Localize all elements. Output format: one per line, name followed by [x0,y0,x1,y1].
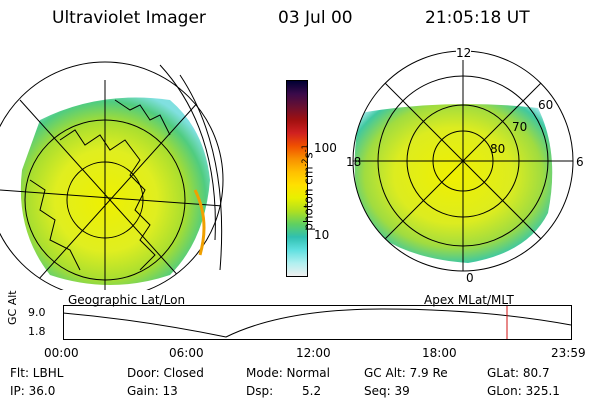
mlt-label-6: 6 [576,155,584,169]
xtick-1800: 18:00 [422,346,457,360]
info-seq: Seq: 39 [364,384,410,398]
info-ip: IP: 36.0 [10,384,56,398]
mlt-label-12: 12 [456,46,472,60]
coastline [59,129,156,271]
mlat-label-80: 80 [490,142,506,156]
geographic-map [0,61,224,290]
info-glat: GLat: 80.7 [487,366,550,380]
coastline [114,99,171,136]
mlt-label-18: 18 [346,155,362,169]
info-dsp-value: 5.2 [302,384,322,398]
info-door: Door: Closed [127,366,204,380]
xtick-1200: 12:00 [296,346,331,360]
colorbar [286,80,308,277]
info-dsp-label: Dsp: [246,384,274,398]
magnetic-map [352,50,574,272]
altitude-ylabel: GC Alt [6,290,19,325]
altitude-plot [63,305,572,340]
mlt-label-0: 0 [466,271,474,285]
coastline [29,179,81,271]
info-mode: Mode: Normal [246,366,330,380]
colorbar-tick-10: 10 [314,228,330,242]
observation-date: 03 Jul 00 [278,8,353,28]
altitude-ytick-min: 1.8 [28,325,46,338]
xtick-0600: 06:00 [169,346,204,360]
altitude-ytick-max: 9.0 [28,306,46,319]
mlat-label-70: 70 [512,120,528,134]
xtick-0000: 00:00 [44,346,79,360]
colorbar-unit-label: photon cm-2s-1 [300,144,316,231]
info-gain: Gain: 13 [127,384,178,398]
info-gc-alt: GC Alt: 7.9 Re [364,366,448,380]
right-map-caption: Apex MLat/MLT [424,293,514,307]
mlat-label-60: 60 [538,98,554,112]
info-filter: Flt: LBHL [10,366,64,380]
colorbar-gradient [287,81,307,276]
altitude-curve [63,308,572,338]
colorbar-tick-100: 100 [314,141,337,155]
left-map-caption: Geographic Lat/Lon [68,293,186,307]
instrument-title: Ultraviolet Imager [52,8,206,28]
observation-time: 21:05:18 UT [425,8,530,28]
aurora-emission-right [354,104,553,263]
xtick-2359: 23:59 [551,346,586,360]
info-glon: GLon: 325.1 [487,384,560,398]
